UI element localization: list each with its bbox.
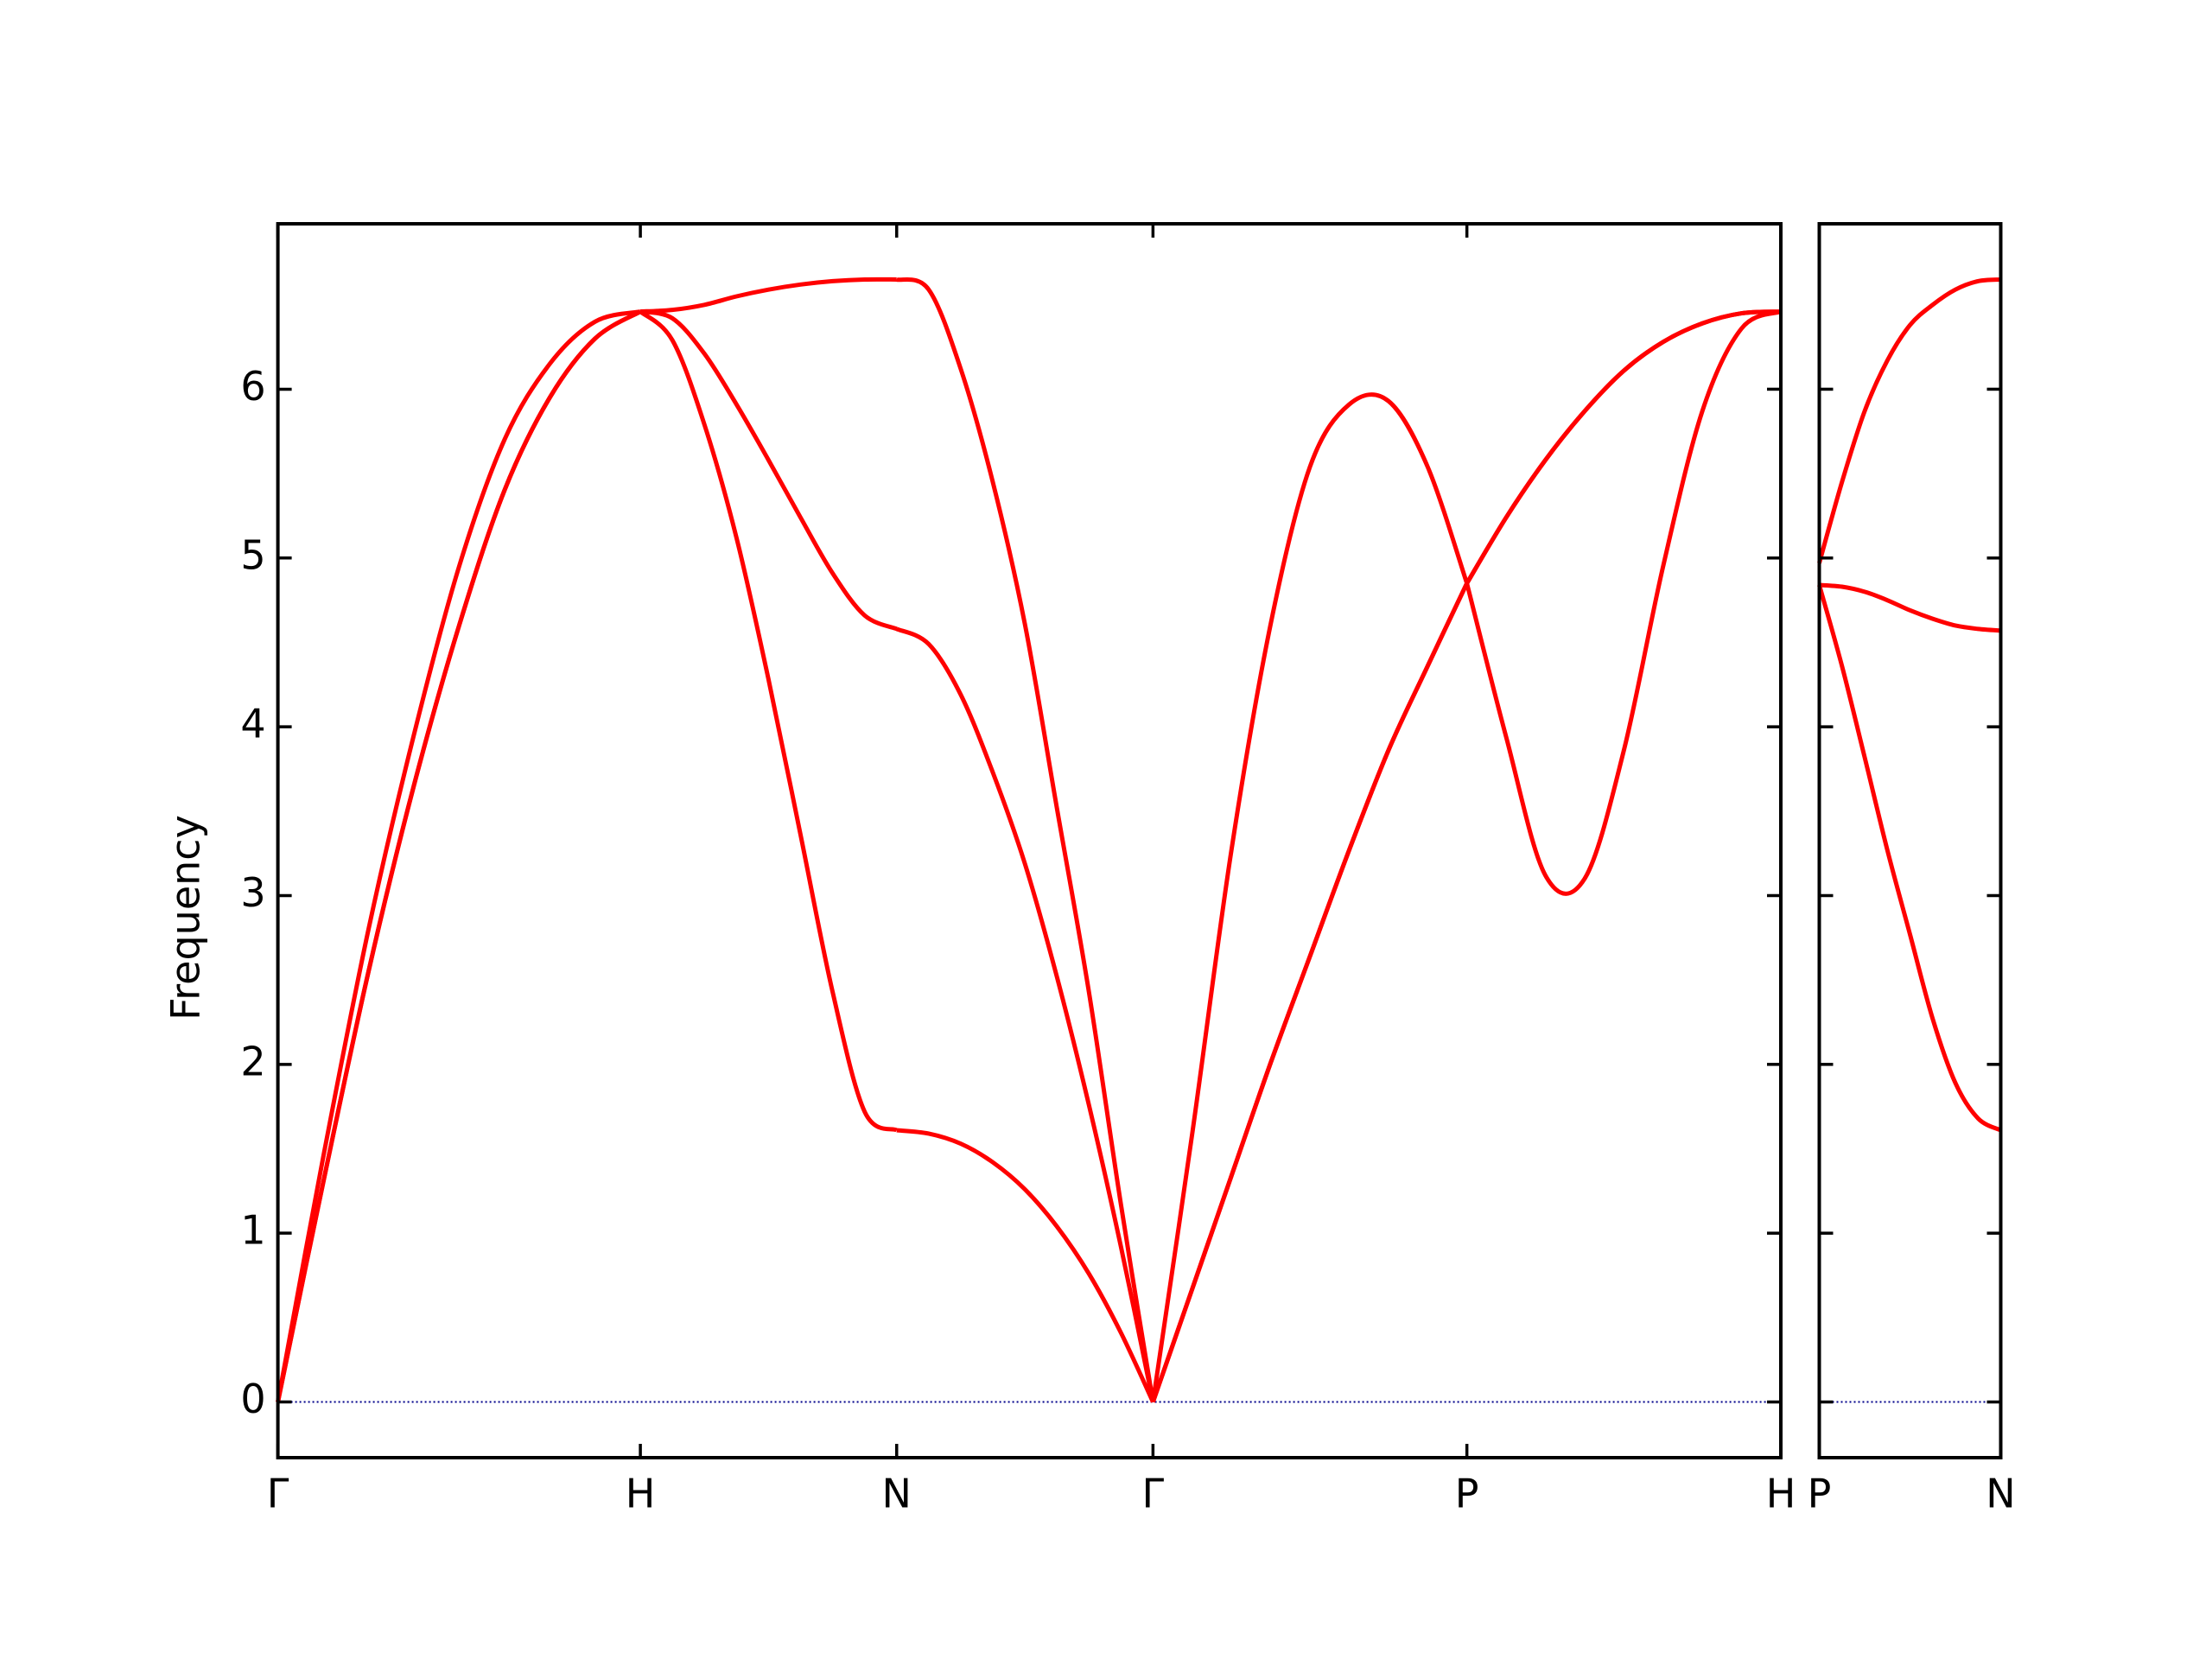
y-tick-label: 5 (240, 531, 265, 578)
x-tick-label: P (1455, 1471, 1479, 1517)
axes-frame (1817, 222, 2003, 1459)
x-tick-label: H (1766, 1471, 1796, 1517)
y-tick-label: 4 (240, 701, 265, 747)
x-tick-label: Γ (1142, 1471, 1165, 1517)
axes-frame (276, 222, 1783, 1459)
band-line (276, 309, 1782, 1403)
y-tick-label: 2 (240, 1038, 265, 1084)
y-tick-label: 6 (240, 363, 265, 410)
y-tick-label: 3 (240, 869, 265, 916)
x-tick-label: N (882, 1471, 912, 1517)
band-line (1819, 582, 2001, 633)
y-tick-label: 0 (240, 1376, 265, 1422)
x-tick-label: H (626, 1471, 656, 1517)
x-tick-label: Γ (267, 1471, 289, 1517)
y-tick-label: 1 (240, 1207, 265, 1254)
y-axis-label: Frequency (162, 815, 209, 1020)
band-line (276, 276, 1782, 1402)
band-line (1817, 276, 2001, 564)
x-tick-label: N (1986, 1471, 2015, 1517)
x-tick-label: P (1808, 1471, 1832, 1517)
band-line (1817, 584, 2002, 1133)
